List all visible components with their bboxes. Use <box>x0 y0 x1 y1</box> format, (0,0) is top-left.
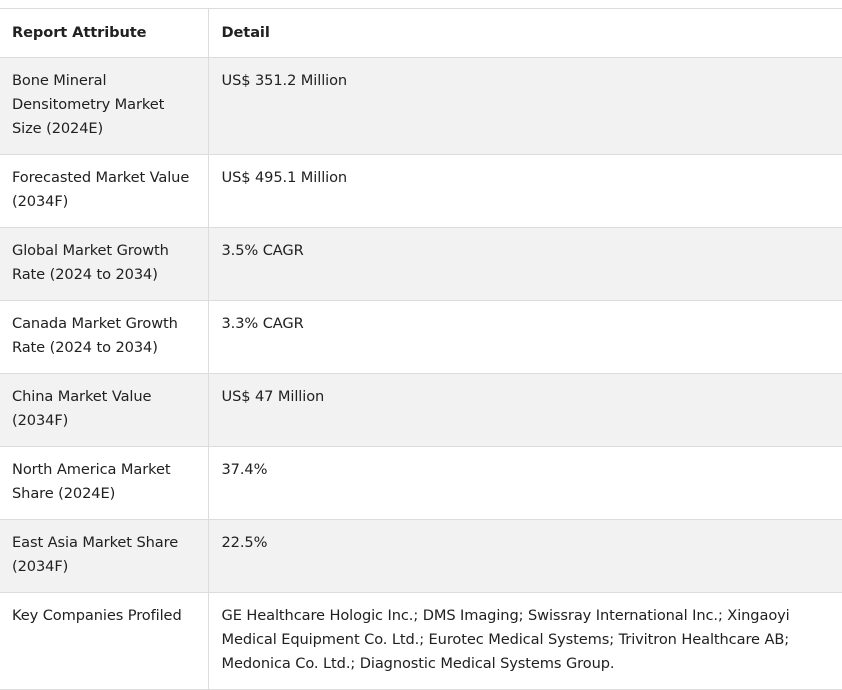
table-row: Key Companies Profiled GE Healthcare Hol… <box>0 592 842 690</box>
table-row: East Asia Market Share (2034F) 22.5% <box>0 519 842 593</box>
header-detail: Detail <box>208 8 842 58</box>
detail-cell: US$ 351.2 Million <box>208 57 842 155</box>
table-row: Forecasted Market Value (2034F) US$ 495.… <box>0 154 842 228</box>
report-attributes-table: Report Attribute Detail Bone Mineral Den… <box>0 8 842 690</box>
attribute-cell: Bone Mineral Densitometry Market Size (2… <box>0 57 209 155</box>
table-header-row: Report Attribute Detail <box>0 8 842 58</box>
header-report-attribute: Report Attribute <box>0 8 209 58</box>
detail-cell: 3.3% CAGR <box>208 300 842 374</box>
attribute-cell: Global Market Growth Rate (2024 to 2034) <box>0 227 209 301</box>
attribute-cell: China Market Value (2034F) <box>0 373 209 447</box>
table-row: North America Market Share (2024E) 37.4% <box>0 446 842 520</box>
detail-cell: US$ 495.1 Million <box>208 154 842 228</box>
detail-cell: US$ 47 Million <box>208 373 842 447</box>
attribute-cell: North America Market Share (2024E) <box>0 446 209 520</box>
table-row: Bone Mineral Densitometry Market Size (2… <box>0 57 842 155</box>
detail-cell: GE Healthcare Hologic Inc.; DMS Imaging;… <box>208 592 842 690</box>
detail-cell: 3.5% CAGR <box>208 227 842 301</box>
attribute-cell: East Asia Market Share (2034F) <box>0 519 209 593</box>
table-row: Canada Market Growth Rate (2024 to 2034)… <box>0 300 842 374</box>
detail-cell: 37.4% <box>208 446 842 520</box>
table-row: Global Market Growth Rate (2024 to 2034)… <box>0 227 842 301</box>
table-row: China Market Value (2034F) US$ 47 Millio… <box>0 373 842 447</box>
attribute-cell: Key Companies Profiled <box>0 592 209 690</box>
detail-cell: 22.5% <box>208 519 842 593</box>
attribute-cell: Canada Market Growth Rate (2024 to 2034) <box>0 300 209 374</box>
attribute-cell: Forecasted Market Value (2034F) <box>0 154 209 228</box>
